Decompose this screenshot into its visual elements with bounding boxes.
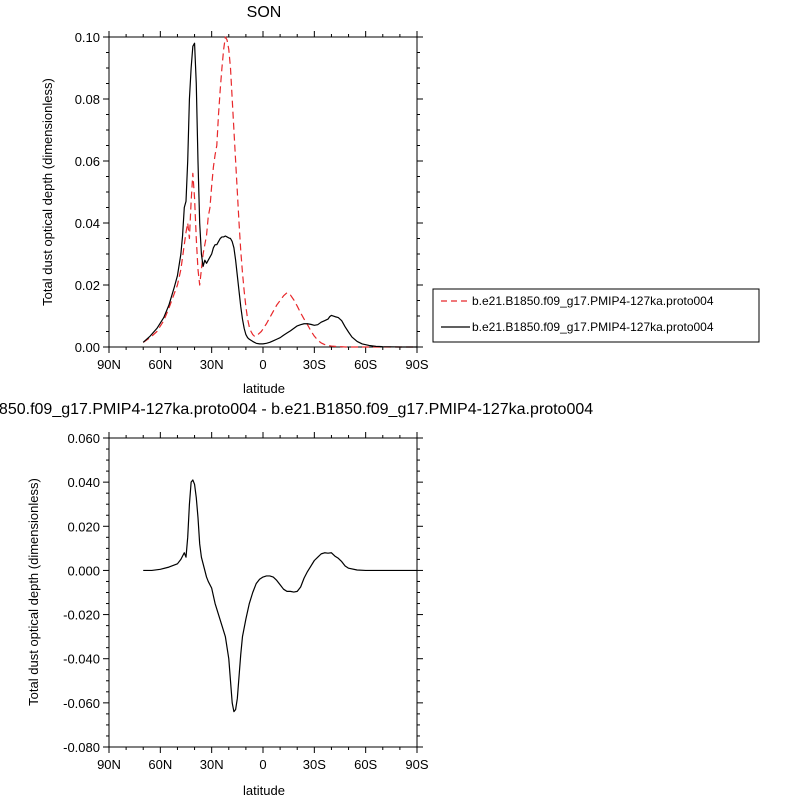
- bottom-plot-area: 90N 60N 30N 0 30S 60S 90S -0.080 -0.060 -0.040 -0.…: [63, 431, 429, 772]
- top-plot-area: 90N 60N 30N 0 30S 60S 90S 0.00 0.02 0.04 0.06 0.08 0…: [75, 30, 429, 372]
- bottom-x-tick-label: 60N: [148, 757, 172, 772]
- bottom-x-axis-label: latitude: [243, 783, 285, 798]
- top-x-tick-label: 60S: [354, 357, 377, 372]
- top-x-tick-label: 30N: [200, 357, 224, 372]
- top-x-tick-label: 90N: [97, 357, 121, 372]
- bottom-y-tick-label: -0.020: [63, 608, 100, 623]
- top-x-axis-label: latitude: [243, 381, 285, 396]
- top-y-tick-label: 0.04: [75, 216, 100, 231]
- top-series-line-2: [142, 42, 417, 348]
- top-y-tick-label: 0.10: [75, 30, 100, 45]
- bottom-x-tick-label: 90S: [405, 757, 428, 772]
- legend-box: [432, 288, 760, 343]
- bottom-y-tick-label: 0.020: [67, 519, 100, 534]
- top-y-tick-label: 0.00: [75, 340, 100, 355]
- bottom-series-line-1: [143, 479, 417, 713]
- top-x-tick-label: 30S: [303, 357, 326, 372]
- bottom-x-tick-label: 0: [259, 757, 266, 772]
- top-y-tick-label: 0.06: [75, 154, 100, 169]
- bottom-frame: [108, 437, 418, 748]
- bottom-x-tick-label: 60S: [354, 757, 377, 772]
- top-y-axis-label: Total dust optical depth (dimensionless): [40, 78, 55, 306]
- bottom-y-tick-label: 0.040: [67, 475, 100, 490]
- top-y-tick-label: 0.08: [75, 92, 100, 107]
- legend-entry-2: b.e21.B1850.f09_g17.PMIP4-127ka.proto004: [472, 320, 714, 334]
- top-series-line-1: [142, 36, 417, 348]
- top-chart: SON 90N 60N 30N 0 30S 60S 90S 0.00 0.02 0.04 0.06 0…: [40, 4, 429, 396]
- legend-entry-1: b.e21.B1850.f09_g17.PMIP4-127ka.proto004: [472, 294, 714, 308]
- bottom-y-tick-label: -0.060: [63, 696, 100, 711]
- bottom-chart-title: b.e21.B1850.f09_g17.PMIP4-127ka.proto004…: [0, 401, 593, 418]
- top-x-tick-label: 60N: [148, 357, 172, 372]
- bottom-x-tick-label: 30S: [303, 757, 326, 772]
- bottom-x-tick-label: 90N: [97, 757, 121, 772]
- bottom-x-tick-label: 30N: [200, 757, 224, 772]
- bottom-chart: b.e21.B1850.f09_g17.PMIP4-127ka.proto004…: [0, 401, 593, 798]
- bottom-y-tick-label: 0.060: [67, 431, 100, 446]
- legend: b.e21.B1850.f09_g17.PMIP4-127ka.proto004…: [432, 288, 760, 343]
- top-chart-title: SON: [247, 4, 282, 21]
- bottom-y-tick-label: 0.000: [67, 563, 100, 578]
- top-x-tick-label: 90S: [405, 357, 428, 372]
- top-x-tick-label: 0: [259, 357, 266, 372]
- bottom-y-tick-label: -0.040: [63, 652, 100, 667]
- top-y-tick-label: 0.02: [75, 278, 100, 293]
- bottom-y-tick-label: -0.080: [63, 740, 100, 755]
- bottom-y-axis-label: Total dust optical depth (dimensionless): [26, 478, 41, 706]
- top-frame: [108, 36, 418, 348]
